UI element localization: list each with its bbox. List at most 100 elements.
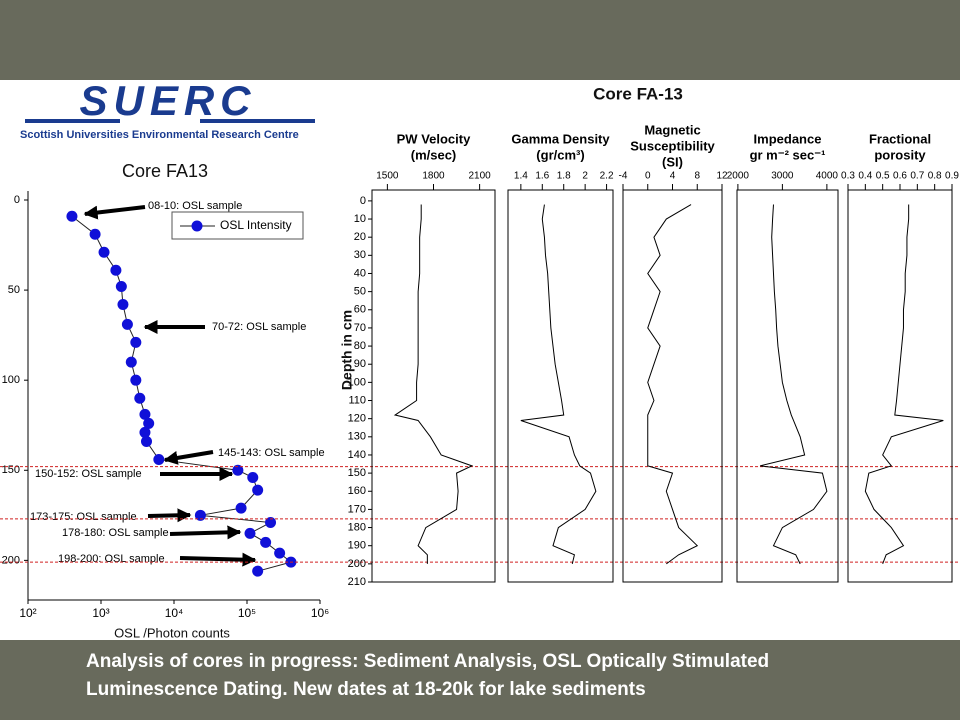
panel-title: (m/sec)	[411, 147, 457, 162]
caption-line: Analysis of cores in progress: Sediment …	[86, 651, 769, 672]
x-tick-label: 12	[716, 171, 728, 182]
x-tick-label: 1.4	[514, 171, 528, 182]
y-tick-label: 90	[354, 358, 366, 370]
data-point	[110, 264, 122, 276]
profile-line	[520, 204, 597, 564]
y-tick-label: 20	[354, 231, 366, 243]
x-axis-label: OSL /Photon counts	[114, 625, 230, 640]
x-tick-label: 10⁶	[311, 606, 329, 620]
data-point	[140, 435, 152, 447]
data-point	[260, 536, 272, 548]
data-point	[143, 417, 155, 429]
panel-frame	[507, 189, 614, 583]
y-tick-label: 210	[348, 576, 366, 588]
chart-title: Core FA13	[122, 161, 208, 181]
annotation-arrow	[179, 552, 257, 567]
panel-title: (gr/cm³)	[536, 147, 584, 162]
panel-title: Impedance	[754, 131, 822, 146]
annotation: 173-175: OSL sample	[30, 511, 137, 523]
data-point	[130, 374, 142, 386]
y-tick-label: 180	[348, 521, 366, 533]
annotation: 178-180: OSL sample	[62, 527, 169, 539]
annotation: 08-10: OSL sample	[148, 200, 242, 212]
y-tick-label: 150	[348, 467, 366, 479]
panel-frame	[736, 189, 839, 583]
caption-line: Luminescence Dating. New dates at 18-20k…	[86, 679, 646, 700]
profile-line	[393, 204, 474, 564]
y-tick-label: 190	[348, 540, 366, 552]
data-point	[139, 426, 151, 438]
y-tick-label: 30	[354, 249, 366, 261]
data-point	[247, 471, 259, 483]
x-tick-label: 10⁴	[165, 606, 184, 620]
data-point	[153, 453, 165, 465]
y-tick-label: 0	[360, 195, 366, 207]
y-tick-label: 0	[14, 194, 20, 206]
x-tick-label: 1800	[422, 171, 445, 182]
data-point	[274, 547, 286, 559]
y-tick-label: 200	[2, 554, 20, 566]
data-point	[130, 336, 142, 348]
legend-label: OSL Intensity	[220, 218, 292, 232]
data-point	[252, 484, 264, 496]
y-tick-label: 130	[348, 431, 366, 443]
x-tick-label: 2	[582, 171, 588, 182]
y-tick-label: 110	[348, 394, 366, 406]
y-tick-label: 120	[348, 413, 366, 425]
panel-title: (SI)	[662, 154, 683, 169]
logo-subtitle: Scottish Universities Environmental Rese…	[20, 129, 299, 141]
data-point	[117, 299, 129, 311]
y-tick-label: 170	[348, 503, 366, 515]
data-point	[194, 509, 206, 521]
data-point	[98, 246, 110, 258]
panel-title: Gamma Density	[511, 131, 610, 146]
y-tick-label: 140	[348, 449, 366, 461]
x-tick-label: 4	[670, 171, 676, 182]
header-band	[0, 0, 960, 80]
x-tick-label: 8	[694, 171, 700, 182]
x-tick-label: 1.8	[557, 171, 571, 182]
profile-line	[864, 204, 944, 565]
x-tick-label: 1500	[376, 171, 399, 182]
data-point	[115, 280, 127, 292]
panel-frame	[847, 189, 953, 583]
panel-title: porosity	[874, 147, 926, 162]
y-tick-label: 70	[354, 322, 366, 334]
x-tick-label: 2000	[727, 171, 750, 182]
annotation: 198-200: OSL sample	[58, 553, 165, 565]
x-tick-label: 0.5	[876, 171, 890, 182]
x-tick-label: 3000	[771, 171, 794, 182]
y-tick-label: 160	[348, 485, 366, 497]
x-tick-label: 0.8	[928, 171, 942, 182]
data-point	[232, 464, 244, 476]
y-tick-label: 80	[354, 340, 366, 352]
y-axis-label: Depth in cm	[339, 310, 355, 390]
annotation-arrow	[147, 508, 192, 523]
y-tick-label: 60	[354, 304, 366, 316]
data-point	[66, 210, 78, 222]
x-tick-label: 4000	[816, 171, 839, 182]
panel-title: gr m⁻² sec⁻¹	[750, 147, 826, 162]
y-tick-label: 100	[2, 374, 20, 386]
data-point	[89, 228, 101, 240]
data-point	[244, 527, 256, 539]
annotation: 70-72: OSL sample	[212, 321, 306, 333]
x-tick-label: -4	[619, 171, 628, 182]
annotation: 150-152: OSL sample	[35, 468, 142, 480]
annotation-arrow	[169, 525, 242, 540]
x-tick-label: 0.3	[841, 171, 855, 182]
x-tick-label: 2100	[469, 171, 492, 182]
x-tick-label: 0	[645, 171, 651, 182]
x-tick-label: 0.7	[910, 171, 924, 182]
panel-title: Fractional	[869, 131, 931, 146]
x-tick-label: 1.6	[535, 171, 549, 182]
y-tick-label: 200	[348, 558, 366, 570]
profile-line	[760, 204, 828, 565]
panel-title: Susceptibility	[630, 138, 715, 153]
x-tick-label: 10³	[92, 606, 109, 620]
annotation: 145-143: OSL sample	[218, 447, 325, 459]
logo: SUERC Scottish Universities Environmenta…	[20, 77, 315, 141]
data-point	[265, 517, 277, 529]
annotation-arrow	[163, 450, 214, 465]
